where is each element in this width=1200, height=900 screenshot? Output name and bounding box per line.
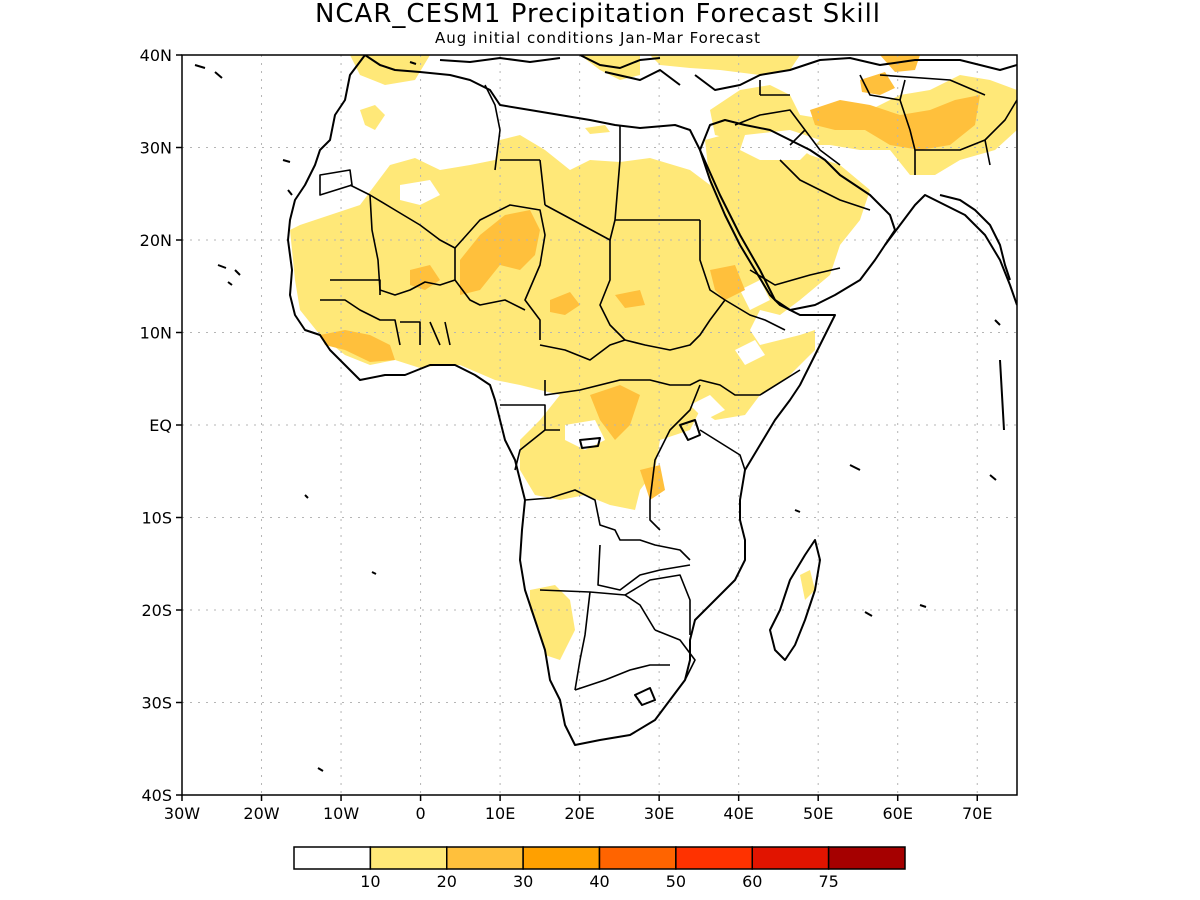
colorbar-label: 75: [818, 872, 838, 891]
latitude-axis: 40N 30N 20N 10N EQ 10S 20S 30S 40S: [140, 46, 182, 805]
coastlines: [194, 55, 1017, 772]
colorbar-label: 50: [666, 872, 686, 891]
lat-tick-label: 40S: [141, 786, 172, 805]
longitude-axis: 30W 20W 10W 0 10E 20E 30E 40E 50E 60E 70E: [164, 795, 992, 823]
colorbar-swatch: [827, 846, 906, 870]
lon-tick-label: 40E: [723, 804, 753, 823]
lon-tick-label: 20W: [243, 804, 279, 823]
lon-tick-label: 10W: [323, 804, 359, 823]
colorbar-label: 60: [742, 872, 762, 891]
lat-tick-label: EQ: [149, 416, 172, 435]
map-gridlines: [182, 55, 1017, 795]
colorbar-swatch: [751, 846, 830, 870]
colorbar-label: 40: [589, 872, 609, 891]
lat-tick-label: 40N: [140, 46, 172, 65]
lat-tick-label: 20S: [141, 601, 172, 620]
colorbar-swatch: [598, 846, 677, 870]
lon-tick-label: 60E: [882, 804, 912, 823]
lon-tick-label: 30E: [644, 804, 674, 823]
lon-tick-label: 70E: [962, 804, 992, 823]
lon-tick-label: 30W: [164, 804, 200, 823]
skill-holes: [400, 130, 820, 450]
colorbar-label: 20: [437, 872, 457, 891]
colorbar: 10 20 30 40 50 60 75: [293, 846, 906, 891]
lon-tick-label: 10E: [485, 804, 515, 823]
colorbar-swatch: [675, 846, 753, 870]
figure-subtitle: Aug initial conditions Jan-Mar Forecast: [435, 29, 761, 47]
lat-tick-label: 30N: [140, 139, 172, 158]
colorbar-swatch: [446, 846, 524, 870]
colorbar-swatch: [522, 846, 601, 870]
country-borders: [319, 74, 1017, 691]
lat-tick-label: 30S: [141, 694, 172, 713]
lat-tick-label: 20N: [140, 231, 172, 250]
lon-tick-label: 50E: [803, 804, 833, 823]
colorbar-swatch: [369, 846, 448, 870]
figure-title: NCAR_CESM1 Precipitation Forecast Skill: [315, 0, 881, 29]
colorbar-label: 30: [513, 872, 533, 891]
map-plot-area: [182, 55, 1017, 795]
colorbar-swatch: [293, 846, 372, 870]
lon-tick-label: 20E: [564, 804, 594, 823]
lat-tick-label: 10S: [141, 509, 172, 528]
lon-tick-label: 0: [415, 804, 425, 823]
lat-tick-label: 10N: [140, 324, 172, 343]
colorbar-label: 10: [360, 872, 380, 891]
